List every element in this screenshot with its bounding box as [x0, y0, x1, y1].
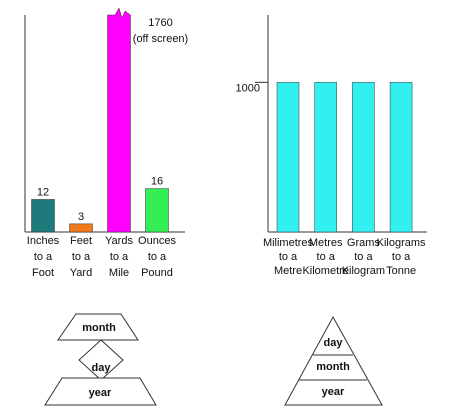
x-tick-label: Grams to a Kilogram: [342, 237, 385, 277]
value-label: 16: [151, 176, 163, 188]
diagram-label: day: [92, 362, 112, 374]
x-tick-label: Kilograms to a Tonne: [377, 237, 426, 277]
y-tick-label: 1000: [236, 82, 260, 94]
bar: [107, 7, 131, 233]
diagram-label: year: [89, 387, 112, 399]
top-trapezoid: [57, 313, 139, 341]
value-label: 3: [78, 211, 84, 223]
x-tick-label: Ounces to a Pound: [138, 235, 176, 279]
x-tick-label: Inches to a Foot: [27, 235, 60, 279]
right-diagram: day month year: [284, 315, 383, 406]
bottom-trapezoid: [44, 377, 157, 406]
bar: [314, 82, 337, 233]
bar: [389, 82, 413, 233]
pyramid: [284, 315, 383, 406]
left-diagram: month day year: [44, 313, 157, 406]
annotation: (off screen): [133, 33, 188, 45]
bar: [69, 223, 93, 233]
x-tick-label: Milimetres to a Metre: [263, 237, 314, 277]
bar: [31, 199, 55, 233]
x-tick-label: Metres to a Kilometre: [302, 237, 348, 277]
value-label: 12: [37, 186, 49, 198]
diagram-label: month: [316, 361, 350, 373]
diagram-label: year: [322, 386, 345, 398]
diagram-label: month: [82, 322, 116, 334]
bar: [352, 82, 375, 233]
x-tick-label: Yards to a Mile: [105, 235, 133, 279]
bar: [145, 188, 169, 233]
diagram-label: day: [324, 337, 344, 349]
bar: [276, 82, 300, 233]
x-tick-label: Feet to a Yard: [70, 235, 92, 279]
diamond: [78, 339, 124, 381]
value-label: 1760: [148, 17, 172, 29]
